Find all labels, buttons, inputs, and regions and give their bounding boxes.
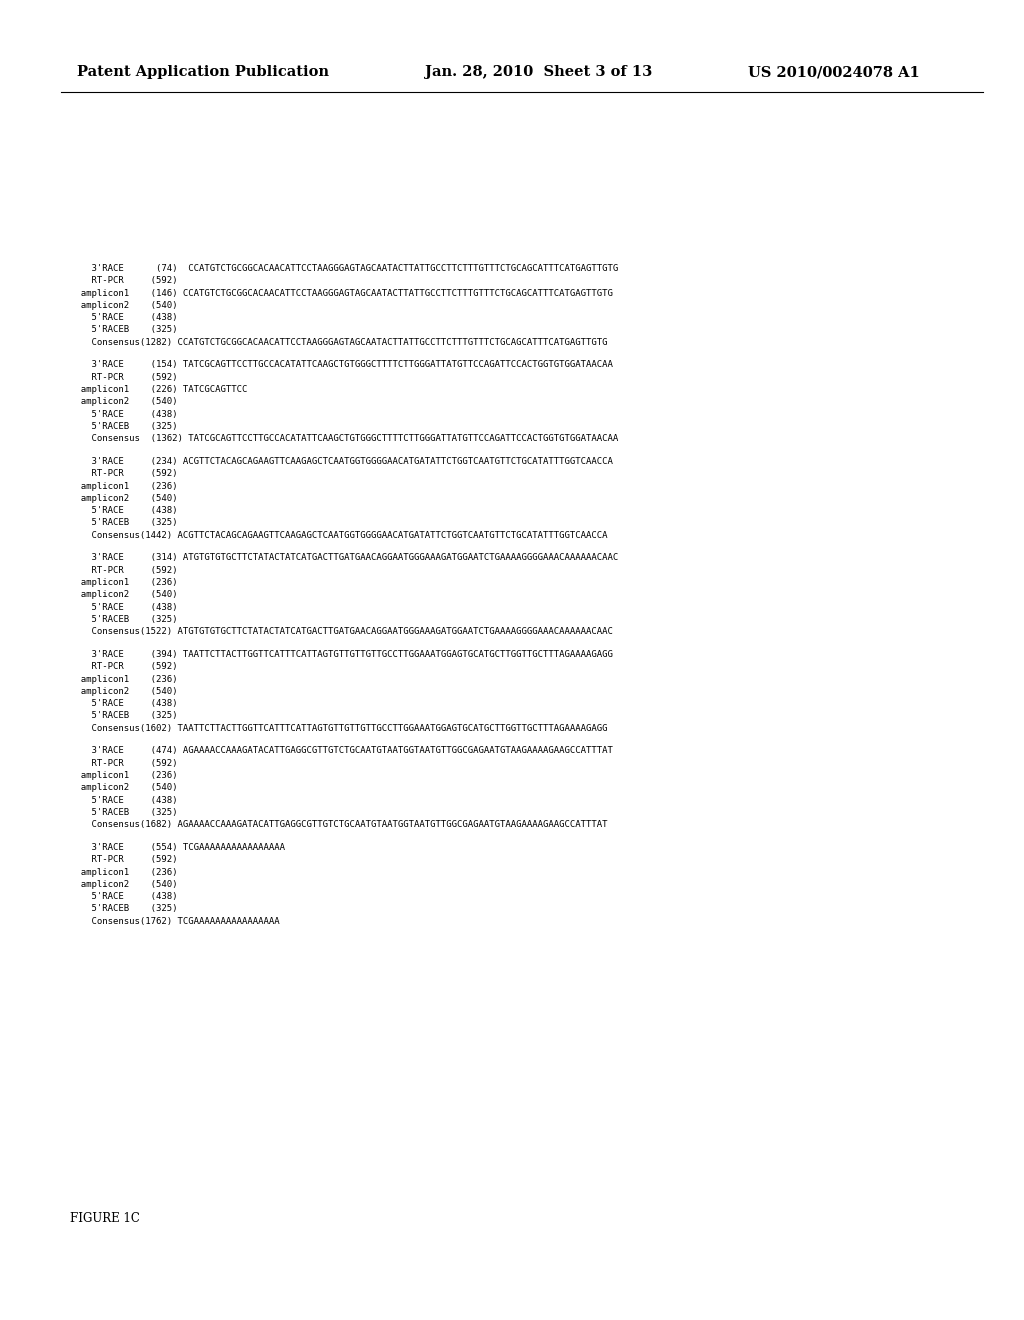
Text: RT-PCR     (592): RT-PCR (592)	[70, 759, 177, 768]
Text: amplicon1    (236): amplicon1 (236)	[70, 771, 177, 780]
Text: 5'RACEB    (325): 5'RACEB (325)	[70, 711, 177, 721]
Text: RT-PCR     (592): RT-PCR (592)	[70, 372, 177, 381]
Text: 5'RACEB    (325): 5'RACEB (325)	[70, 325, 177, 334]
Text: amplicon2    (540): amplicon2 (540)	[70, 686, 177, 696]
Text: amplicon1    (226) TATCGCAGTTCC: amplicon1 (226) TATCGCAGTTCC	[70, 385, 247, 395]
Text: RT-PCR     (592): RT-PCR (592)	[70, 855, 177, 865]
Text: amplicon1    (236): amplicon1 (236)	[70, 578, 177, 587]
Text: 5'RACE     (438): 5'RACE (438)	[70, 409, 177, 418]
Text: 5'RACE     (438): 5'RACE (438)	[70, 602, 177, 611]
Text: amplicon2    (540): amplicon2 (540)	[70, 879, 177, 888]
Text: 3'RACE     (394) TAATTCTTACTTGGTTCATTTCATTAGTGTTGTTGTTGCCTTGGAAATGGAGTGCATGCTTGG: 3'RACE (394) TAATTCTTACTTGGTTCATTTCATTAG…	[70, 649, 612, 659]
Text: 5'RACE     (438): 5'RACE (438)	[70, 506, 177, 515]
Text: Consensus(1282) CCATGTCTGCGGCACAACATTCCTAAGGGAGTAGCAATACTTATTGCCTTCTTTGTTTCTGCAG: Consensus(1282) CCATGTCTGCGGCACAACATTCCT…	[70, 338, 607, 347]
Text: Jan. 28, 2010  Sheet 3 of 13: Jan. 28, 2010 Sheet 3 of 13	[425, 65, 652, 79]
Text: Patent Application Publication: Patent Application Publication	[77, 65, 329, 79]
Text: RT-PCR     (592): RT-PCR (592)	[70, 276, 177, 285]
Text: amplicon2    (540): amplicon2 (540)	[70, 301, 177, 310]
Text: Consensus(1762) TCGAAAAAAAAAAAAAAAA: Consensus(1762) TCGAAAAAAAAAAAAAAAA	[70, 916, 280, 925]
Text: RT-PCR     (592): RT-PCR (592)	[70, 469, 177, 478]
Text: amplicon2    (540): amplicon2 (540)	[70, 783, 177, 792]
Text: amplicon1    (146) CCATGTCTGCGGCACAACATTCCTAAGGGAGTAGCAATACTTATTGCCTTCTTTGTTTCTG: amplicon1 (146) CCATGTCTGCGGCACAACATTCCT…	[70, 289, 612, 297]
Text: Consensus(1602) TAATTCTTACTTGGTTCATTTCATTAGTGTTGTTGTTGCCTTGGAAATGGAGTGCATGCTTGGT: Consensus(1602) TAATTCTTACTTGGTTCATTTCAT…	[70, 723, 607, 733]
Text: Consensus(1682) AGAAAACCAAAGATACATTGAGGCGTTGTCTGCAATGTAATGGTAATGTTGGCGAGAATGTAAG: Consensus(1682) AGAAAACCAAAGATACATTGAGGC…	[70, 820, 607, 829]
Text: Consensus(1442) ACGTTCTACAGCAGAAGTTCAAGAGCTCAATGGTGGGGAACATGATATTCTGGTCAATGTTCTG: Consensus(1442) ACGTTCTACAGCAGAAGTTCAAGA…	[70, 531, 607, 540]
Text: 5'RACEB    (325): 5'RACEB (325)	[70, 519, 177, 528]
Text: 5'RACE     (438): 5'RACE (438)	[70, 892, 177, 902]
Text: 5'RACE     (438): 5'RACE (438)	[70, 313, 177, 322]
Text: 3'RACE      (74)  CCATGTCTGCGGCACAACATTCCTAAGGGAGTAGCAATACTTATTGCCTTCTTTGTTTCTGC: 3'RACE (74) CCATGTCTGCGGCACAACATTCCTAAGG…	[70, 264, 617, 273]
Text: US 2010/0024078 A1: US 2010/0024078 A1	[748, 65, 920, 79]
Text: 5'RACEB    (325): 5'RACEB (325)	[70, 904, 177, 913]
Text: 3'RACE     (474) AGAAAACCAAAGATACATTGAGGCGTTGTCTGCAATGTAATGGTAATGTTGGCGAGAATGTAA: 3'RACE (474) AGAAAACCAAAGATACATTGAGGCGTT…	[70, 746, 612, 755]
Text: 5'RACE     (438): 5'RACE (438)	[70, 700, 177, 708]
Text: Consensus(1522) ATGTGTGTGCTTCTATACTATCATGACTTGATGAACAGGAATGGGAAAGATGGAATCTGAAAAG: Consensus(1522) ATGTGTGTGCTTCTATACTATCAT…	[70, 627, 612, 636]
Text: 3'RACE     (314) ATGTGTGTGCTTCTATACTATCATGACTTGATGAACAGGAATGGGAAAGATGGAATCTGAAAA: 3'RACE (314) ATGTGTGTGCTTCTATACTATCATGAC…	[70, 553, 617, 562]
Text: 3'RACE     (234) ACGTTCTACAGCAGAAGTTCAAGAGCTCAATGGTGGGGAACATGATATTCTGGTCAATGTTCT: 3'RACE (234) ACGTTCTACAGCAGAAGTTCAAGAGCT…	[70, 457, 612, 466]
Text: amplicon2    (540): amplicon2 (540)	[70, 397, 177, 407]
Text: 5'RACEB    (325): 5'RACEB (325)	[70, 615, 177, 624]
Text: 3'RACE     (154) TATCGCAGTTCCTTGCCACATATTCAAGCTGTGGGCTTTTCTTGGGATTATGTTCCAGATTCC: 3'RACE (154) TATCGCAGTTCCTTGCCACATATTCAA…	[70, 360, 612, 370]
Text: amplicon1    (236): amplicon1 (236)	[70, 675, 177, 684]
Text: amplicon1    (236): amplicon1 (236)	[70, 867, 177, 876]
Text: amplicon1    (236): amplicon1 (236)	[70, 482, 177, 491]
Text: 5'RACE     (438): 5'RACE (438)	[70, 796, 177, 805]
Text: RT-PCR     (592): RT-PCR (592)	[70, 663, 177, 672]
Text: amplicon2    (540): amplicon2 (540)	[70, 590, 177, 599]
Text: 3'RACE     (554) TCGAAAAAAAAAAAAAAAA: 3'RACE (554) TCGAAAAAAAAAAAAAAAA	[70, 843, 285, 851]
Text: 5'RACEB    (325): 5'RACEB (325)	[70, 808, 177, 817]
Text: amplicon2    (540): amplicon2 (540)	[70, 494, 177, 503]
Text: Consensus  (1362) TATCGCAGTTCCTTGCCACATATTCAAGCTGTGGGCTTTTCTTGGGATTATGTTCCAGATTC: Consensus (1362) TATCGCAGTTCCTTGCCACATAT…	[70, 434, 617, 444]
Text: RT-PCR     (592): RT-PCR (592)	[70, 566, 177, 574]
Text: FIGURE 1C: FIGURE 1C	[70, 1212, 139, 1225]
Text: 5'RACEB    (325): 5'RACEB (325)	[70, 422, 177, 430]
